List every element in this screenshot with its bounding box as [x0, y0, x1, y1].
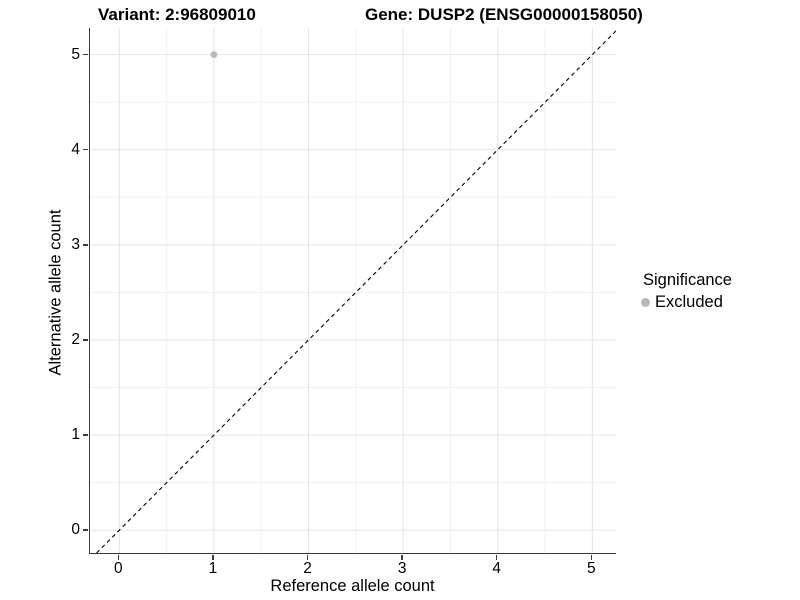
- x-tick-label: 4: [492, 560, 502, 577]
- x-tick-mark: [401, 554, 403, 560]
- gene-title: Gene: DUSP2 (ENSG00000158050): [365, 5, 643, 24]
- excluded-point-icon: [641, 298, 650, 307]
- x-tick-label: 1: [208, 560, 218, 577]
- y-tick-label: 3: [71, 235, 80, 253]
- x-tick-label: 3: [397, 560, 407, 577]
- x-tick-label: 5: [587, 560, 596, 577]
- y-tick-mark: [82, 149, 88, 151]
- y-tick-mark: [82, 244, 88, 246]
- y-axis-label: Alternative allele count: [46, 209, 65, 376]
- legend-entry-excluded: Excluded: [641, 293, 732, 312]
- y-tick-mark: [82, 53, 88, 56]
- x-tick-label: 0: [114, 560, 123, 577]
- x-tick-mark: [590, 554, 593, 560]
- legend-title: Significance: [643, 271, 732, 289]
- x-tick-mark: [496, 554, 498, 560]
- chart-canvas: [90, 28, 616, 553]
- y-tick-label: 5: [71, 45, 80, 63]
- plot-panel: [89, 28, 616, 554]
- data-point: [210, 51, 218, 59]
- y-tick-mark: [82, 529, 88, 531]
- y-tick-label: 0: [71, 521, 80, 539]
- legend-entry-label: Excluded: [655, 293, 723, 311]
- x-tick-mark: [117, 554, 120, 560]
- y-tick-label: 1: [71, 426, 80, 444]
- x-axis-label: Reference allele count: [270, 577, 435, 595]
- y-tick-mark: [82, 434, 88, 436]
- y-tick-label: 2: [71, 330, 80, 348]
- variant-title: Variant: 2:96809010: [98, 5, 256, 24]
- x-tick-mark: [306, 554, 309, 560]
- x-tick-label: 2: [303, 560, 312, 577]
- y-tick-mark: [82, 339, 88, 341]
- x-tick-mark: [212, 554, 214, 560]
- legend: Significance Excluded: [641, 271, 732, 312]
- y-tick-label: 4: [71, 140, 80, 158]
